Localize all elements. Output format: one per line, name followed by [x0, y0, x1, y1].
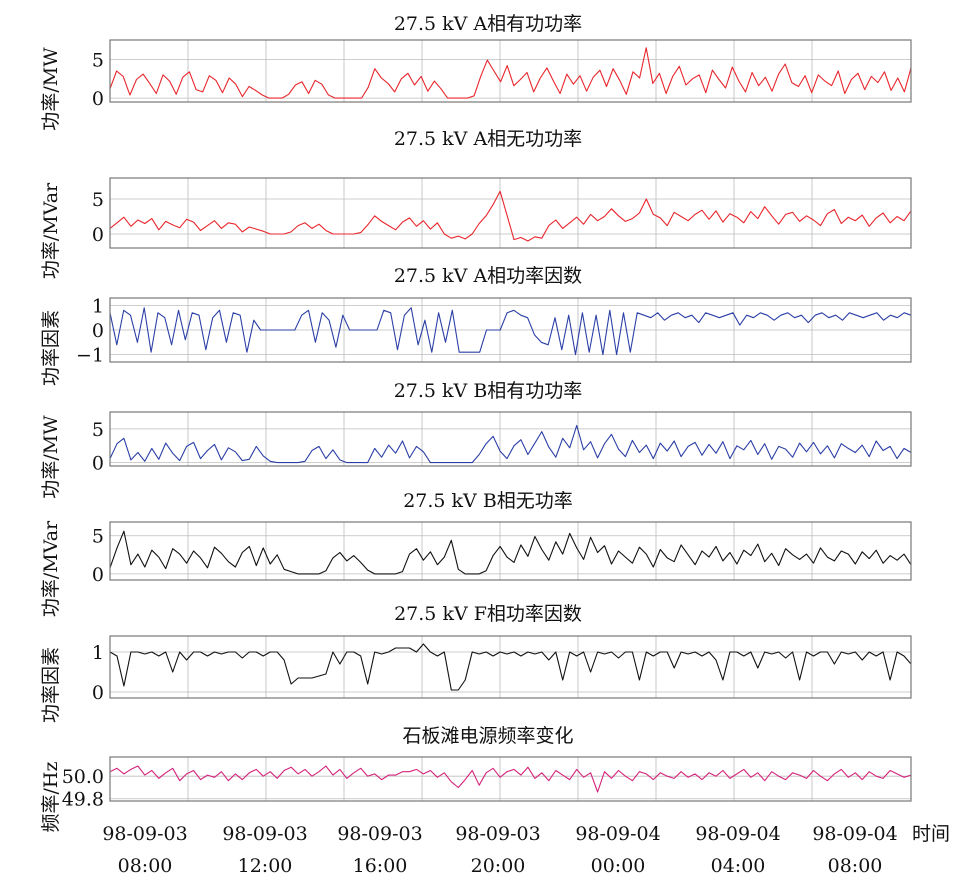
- x-tick-date: 98-09-03: [102, 823, 187, 845]
- series-line: [109, 307, 912, 356]
- plot-frame: [109, 521, 912, 581]
- y-tick-label: 5: [92, 49, 104, 71]
- y-tick-label: 0: [92, 564, 104, 586]
- panel-title: 27.5 kV B相有功功率: [394, 380, 583, 402]
- y-tick-label: 0: [92, 320, 104, 342]
- plot-frame: [109, 177, 912, 249]
- series-line: [109, 424, 912, 464]
- x-tick-date: 98-09-04: [695, 823, 780, 845]
- y-axis-label: 功率因素: [40, 310, 62, 386]
- series-line: [109, 765, 912, 793]
- x-tick-date: 98-09-03: [337, 823, 422, 845]
- y-tick-label: 1: [92, 642, 104, 664]
- y-tick-label: 0: [92, 224, 104, 246]
- y-axis-label: 功率/MVar: [40, 182, 62, 279]
- y-axis-label: 功率/MVar: [40, 520, 62, 617]
- panel-title: 石板滩电源频率变化: [402, 725, 573, 747]
- x-axis-unit-label: 时间: [912, 823, 950, 845]
- plot-frame: [109, 411, 912, 467]
- plot-frame: [109, 756, 912, 802]
- x-tick-date: 98-09-03: [455, 823, 540, 845]
- y-tick-label: 50.0: [62, 766, 104, 788]
- panel-title: 27.5 kV B相无功率: [403, 490, 573, 512]
- plot-frame: [109, 39, 912, 103]
- x-tick-date: 98-09-04: [575, 823, 660, 845]
- y-tick-label: 0: [92, 88, 104, 110]
- panel-title: 27.5 kV A相功率因数: [394, 265, 582, 287]
- series-line: [109, 530, 912, 575]
- x-tick-time: 08:00: [118, 855, 173, 877]
- x-tick-date: 98-09-03: [222, 823, 307, 845]
- x-tick-time: 16:00: [353, 855, 408, 877]
- x-tick-time: 20:00: [471, 855, 526, 877]
- y-tick-label: 5: [92, 419, 104, 441]
- series-line: [109, 190, 912, 242]
- y-tick-label: 49.8: [62, 789, 104, 811]
- y-tick-label: 0: [92, 453, 104, 475]
- panel-title: 27.5 kV F相功率因数: [394, 603, 582, 625]
- y-axis-label: 功率/MW: [40, 415, 62, 499]
- y-tick-label: 5: [92, 526, 104, 548]
- y-tick-label: 0: [92, 682, 104, 704]
- y-axis-label: 功率/MW: [40, 47, 62, 131]
- x-tick-time: 12:00: [238, 855, 293, 877]
- y-axis-label: 功率因素: [40, 647, 62, 723]
- panel-title: 27.5 kV A相无功功率: [394, 128, 582, 150]
- x-tick-date: 98-09-04: [812, 823, 897, 845]
- x-tick-time: 08:00: [828, 855, 883, 877]
- y-tick-label: 5: [92, 189, 104, 211]
- plot-frame: [109, 297, 912, 363]
- panel-title: 27.5 kV A相有功功率: [394, 13, 582, 35]
- x-axis: 98-09-03 08:00 98-09-03 12:00 98-09-03 16:00 9…: [102, 823, 950, 877]
- plot-frame: [109, 635, 912, 699]
- y-tick-label: −1: [76, 345, 104, 367]
- series-line: [109, 47, 912, 99]
- y-tick-label: 1: [92, 295, 104, 317]
- x-tick-time: 00:00: [591, 855, 646, 877]
- x-tick-time: 04:00: [711, 855, 766, 877]
- series-line: [109, 643, 912, 691]
- y-axis-label: 频率/Hz: [40, 762, 62, 833]
